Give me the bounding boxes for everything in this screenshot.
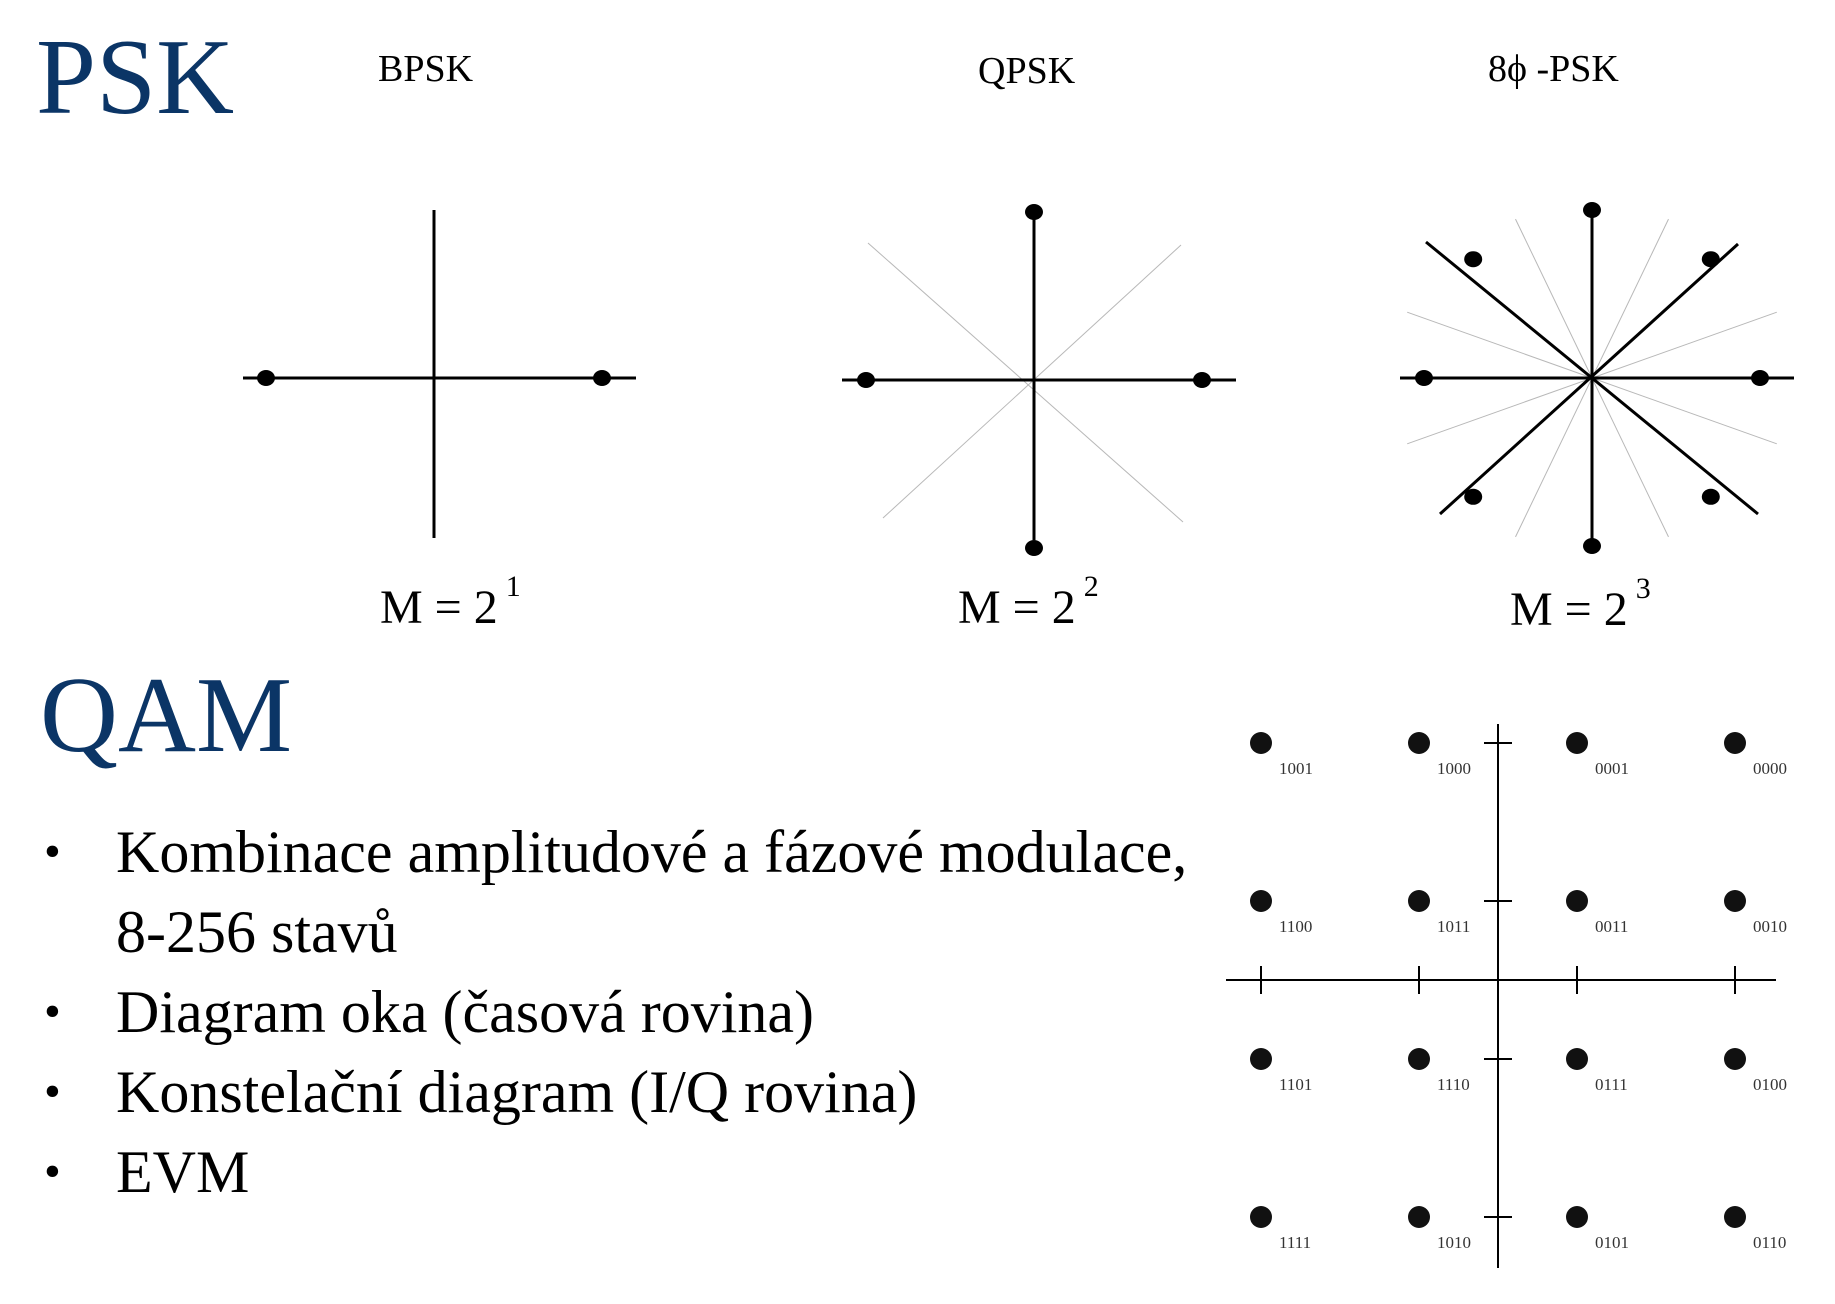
qam-symbol-point: [1566, 1206, 1588, 1228]
8psk-guide-line: [1591, 377, 1777, 445]
psk-symbol-point: [1751, 370, 1769, 386]
qam-symbol-code: 0110: [1753, 1233, 1786, 1252]
bullet-icon: •: [44, 985, 61, 1038]
qam-symbol-code: 1100: [1279, 917, 1312, 936]
bpsk-constellation: [243, 210, 636, 538]
qam-symbol-code: 1001: [1279, 759, 1313, 778]
bullet-text: Diagram oka (časová rovina): [116, 979, 815, 1045]
8psk-order-base: M = 2: [1510, 583, 1628, 636]
qam-symbol-code: 0010: [1753, 917, 1787, 936]
bullet-item: • EVM: [40, 1132, 1190, 1212]
qam-symbol-code: 0000: [1753, 759, 1787, 778]
qam-symbol-point: [1408, 732, 1430, 754]
bullet-icon: •: [44, 1145, 61, 1198]
8psk-guide-line: [1407, 311, 1593, 379]
qam-symbol-code: 1011: [1437, 917, 1470, 936]
8psk-guide-line: [1515, 377, 1593, 538]
qam-symbol-point: [1566, 1048, 1588, 1070]
qam-symbol-code: 1110: [1437, 1075, 1470, 1094]
qam-symbol-point: [1724, 890, 1746, 912]
bullet-item: • Diagram oka (časová rovina): [40, 972, 1190, 1052]
qam-symbol-code: 0111: [1595, 1075, 1628, 1094]
8psk-constellation: [1400, 210, 1794, 540]
psk-symbol-point: [1701, 251, 1720, 268]
psk-title: PSK: [36, 18, 235, 137]
8psk-guide-line: [1591, 311, 1777, 379]
8psk-guide-line: [1591, 218, 1669, 379]
psk-symbol-point: [1025, 204, 1043, 220]
bullet-text: Kombinace amplitudové a fázové modulace,…: [116, 819, 1188, 965]
qam-constellation: 1001 1000 0001 0000 1100 1011 0011 0010 1101 1110…: [1226, 724, 1787, 1268]
bullet-icon: •: [44, 1065, 61, 1118]
bullet-item: • Kombinace amplitudové a fázové modulace…: [40, 812, 1190, 972]
psk-symbol-point: [1193, 372, 1211, 388]
bullet-icon: •: [44, 825, 61, 878]
qam-bullet-list: • Kombinace amplitudové a fázové modulace…: [40, 812, 1190, 1212]
qam-symbol-point: [1408, 1206, 1430, 1228]
psk-symbol-point: [1583, 202, 1601, 218]
qam-symbol-point: [1250, 1048, 1272, 1070]
bpsk-order-exponent: 1: [505, 570, 521, 603]
qam-symbol-code: 1111: [1279, 1233, 1311, 1252]
qam-symbol-code: 0100: [1753, 1075, 1787, 1094]
bullet-item: • Konstelační diagram (I/Q rovina): [40, 1052, 1190, 1132]
qam-symbol-point: [1250, 732, 1272, 754]
qam-symbol-point: [1566, 890, 1588, 912]
psk-symbol-point: [1583, 538, 1601, 554]
qam-symbol-code: 1010: [1437, 1233, 1471, 1252]
bpsk-order-base: M = 2: [380, 581, 498, 634]
qam-symbol-point: [1724, 1048, 1746, 1070]
8psk-guide-line: [1591, 377, 1669, 538]
qam-symbol-point: [1408, 1048, 1430, 1070]
8psk-label: 8ϕ -PSK: [1488, 48, 1619, 90]
psk-symbol-point: [857, 372, 875, 388]
8psk-order-exponent: 3: [1635, 572, 1651, 605]
qam-title: QAM: [40, 656, 293, 775]
qpsk-label: QPSK: [978, 50, 1076, 92]
psk-symbol-point: [593, 370, 611, 386]
qam-symbol-code: 1101: [1279, 1075, 1312, 1094]
qpsk-guide-line: [867, 242, 1184, 523]
qam-symbol-point: [1724, 732, 1746, 754]
qam-symbol-code: 0001: [1595, 759, 1629, 778]
psk-symbol-point: [257, 370, 275, 386]
bullet-text: Konstelační diagram (I/Q rovina): [116, 1059, 918, 1125]
psk-symbol-point: [1701, 488, 1720, 505]
psk-symbol-point: [1464, 251, 1483, 268]
qam-symbol-code: 1000: [1437, 759, 1471, 778]
bullet-text: EVM: [116, 1139, 250, 1205]
qam-symbol-point: [1408, 890, 1430, 912]
qam-symbol-point: [1250, 1206, 1272, 1228]
bpsk-label: BPSK: [378, 48, 474, 90]
qpsk-constellation: [842, 214, 1236, 540]
qam-symbol-code: 0101: [1595, 1233, 1629, 1252]
psk-symbol-point: [1464, 488, 1483, 505]
psk-symbol-point: [1415, 370, 1433, 386]
qam-symbol-point: [1566, 732, 1588, 754]
psk-symbol-point: [1025, 540, 1043, 556]
8psk-guide-line: [1515, 218, 1593, 379]
8psk-guide-line: [1407, 377, 1593, 445]
qam-symbol-point: [1724, 1206, 1746, 1228]
qpsk-order-base: M = 2: [958, 581, 1076, 634]
qam-symbol-code: 0011: [1595, 917, 1628, 936]
qpsk-order-exponent: 2: [1083, 570, 1099, 603]
qam-symbol-point: [1250, 890, 1272, 912]
